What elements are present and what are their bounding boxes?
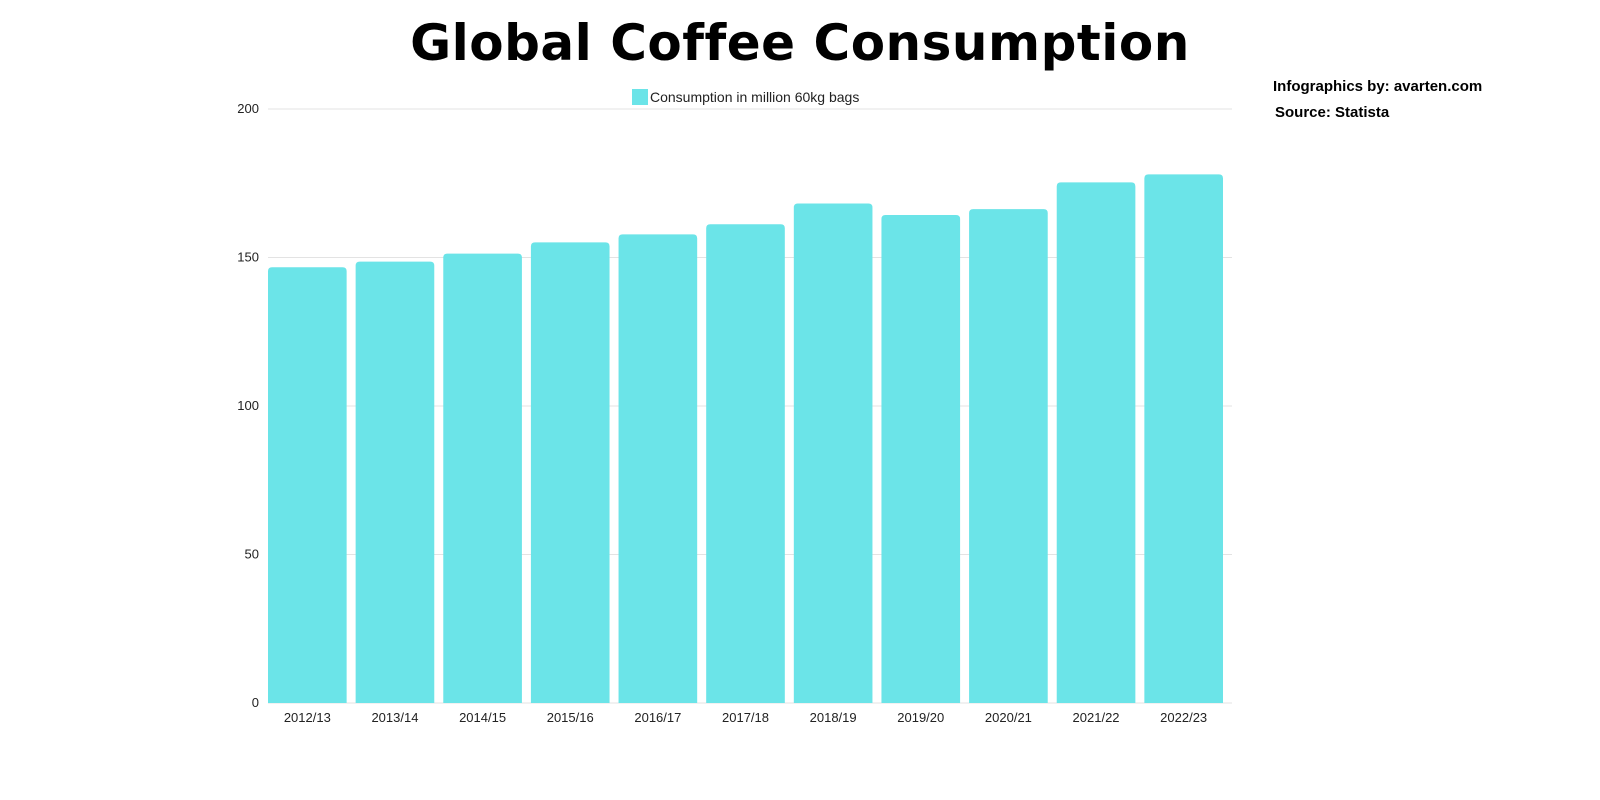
legend-label: Consumption in million 60kg bags [650, 89, 859, 105]
bar-2019-20 [881, 215, 961, 704]
y-tick-label: 200 [237, 101, 259, 116]
x-tick-label: 2020/21 [985, 710, 1032, 725]
legend-swatch [632, 89, 648, 105]
x-axis-ticks: 2012/13 2013/14 2014/15 2015/16 2016/17 2017/… [284, 710, 1207, 725]
bar-2015-16 [530, 242, 610, 703]
x-tick-label: 2013/14 [371, 710, 418, 725]
x-tick-label: 2017/18 [722, 710, 769, 725]
y-tick-label: 150 [237, 250, 259, 265]
legend: Consumption in million 60kg bags [632, 89, 859, 105]
credit-text: Infographics by: avarten.com [1273, 78, 1483, 95]
bar-2020-21 [969, 209, 1048, 704]
x-tick-label: 2021/22 [1073, 710, 1120, 725]
x-tick-label: 2022/23 [1160, 710, 1207, 725]
bar-2012-13 [268, 267, 347, 703]
bar-2022-23 [1144, 174, 1223, 704]
bar-2016-17 [618, 234, 698, 704]
bars [268, 174, 1223, 704]
bar-2013-14 [355, 261, 435, 703]
y-axis-ticks: 0 50 100 150 200 [237, 101, 259, 710]
credits-block: Infographics by: avarten.com Source: Sta… [1273, 74, 1482, 126]
x-tick-label: 2015/16 [547, 710, 594, 725]
x-tick-label: 2012/13 [284, 710, 331, 725]
y-tick-label: 0 [252, 695, 259, 710]
x-tick-label: 2014/15 [459, 710, 506, 725]
source-text: Source: Statista [1275, 104, 1390, 121]
x-tick-label: 2016/17 [634, 710, 681, 725]
bar-2014-15 [443, 253, 522, 703]
bar-2018-19 [793, 203, 873, 704]
bar-2017-18 [706, 224, 785, 703]
y-tick-label: 100 [237, 398, 259, 413]
x-tick-label: 2018/19 [810, 710, 857, 725]
y-tick-label: 50 [245, 547, 259, 562]
x-tick-label: 2019/20 [897, 710, 944, 725]
bar-2021-22 [1056, 182, 1136, 703]
chart-title: Global Coffee Consumption [410, 14, 1190, 72]
